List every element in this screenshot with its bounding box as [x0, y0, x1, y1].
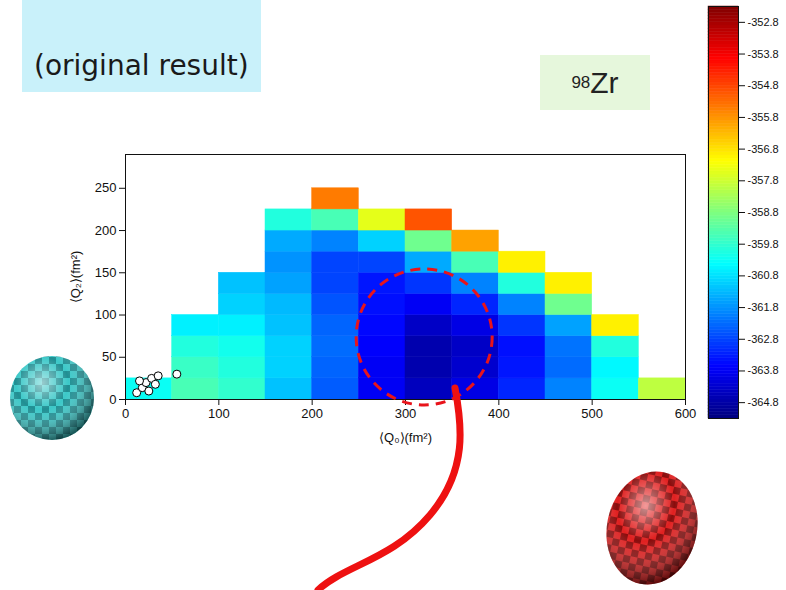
svg-text:600: 600: [675, 406, 697, 421]
svg-text:100: 100: [208, 406, 230, 421]
svg-text:200: 200: [301, 406, 323, 421]
svg-text:0: 0: [122, 406, 129, 421]
svg-text:-360.8: -360.8: [748, 269, 779, 281]
svg-text:200: 200: [95, 223, 117, 238]
svg-text:-356.8: -356.8: [748, 143, 779, 155]
html-text:98Zr: 98Zr: [571, 65, 619, 99]
svg-text:-352.8: -352.8: [748, 16, 779, 28]
svg-text:250: 250: [95, 180, 117, 195]
svg-text:-357.8: -357.8: [748, 174, 779, 186]
svg-text:-354.8: -354.8: [748, 79, 779, 91]
svg-text:-358.8: -358.8: [748, 206, 779, 218]
svg-text:-361.8: -361.8: [748, 301, 779, 313]
svg-text:-359.8: -359.8: [748, 238, 779, 250]
svg-text:150: 150: [95, 265, 117, 280]
svg-text:⟨Q₀⟩(fm²): ⟨Q₀⟩(fm²): [379, 430, 432, 445]
svg-text:50: 50: [102, 349, 116, 364]
html-text:(original result): (original result): [34, 49, 249, 82]
svg-text:300: 300: [395, 406, 417, 421]
svg-text:-353.8: -353.8: [748, 48, 779, 60]
svg-text:⟨Q₂⟩(fm²): ⟨Q₂⟩(fm²): [68, 251, 83, 304]
svg-text:100: 100: [95, 307, 117, 322]
svg-text:-364.8: -364.8: [748, 396, 779, 408]
svg-text:-363.8: -363.8: [748, 364, 779, 376]
svg-text:0: 0: [109, 392, 116, 407]
svg-text:-362.8: -362.8: [748, 333, 779, 345]
svg-text:-355.8: -355.8: [748, 111, 779, 123]
svg-text:400: 400: [488, 406, 510, 421]
svg-text:500: 500: [581, 406, 603, 421]
